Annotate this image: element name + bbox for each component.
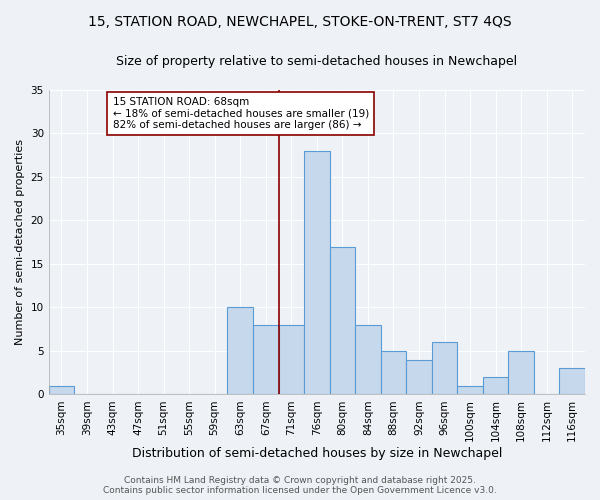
Bar (227, 308, 253, 394)
Y-axis label: Number of semi-detached properties: Number of semi-detached properties (15, 139, 25, 345)
X-axis label: Distribution of semi-detached houses by size in Newchapel: Distribution of semi-detached houses by … (131, 447, 502, 460)
Bar (457, 386, 483, 394)
Text: 15 STATION ROAD: 68sqm
← 18% of semi-detached houses are smaller (19)
82% of sem: 15 STATION ROAD: 68sqm ← 18% of semi-det… (113, 97, 369, 130)
Bar (406, 360, 432, 394)
Text: 15, STATION ROAD, NEWCHAPEL, STOKE-ON-TRENT, ST7 4QS: 15, STATION ROAD, NEWCHAPEL, STOKE-ON-TR… (88, 15, 512, 29)
Bar (432, 342, 457, 394)
Title: Size of property relative to semi-detached houses in Newchapel: Size of property relative to semi-detach… (116, 55, 517, 68)
Bar (483, 377, 508, 394)
Bar (49, 386, 74, 394)
Bar (304, 151, 329, 394)
Bar (253, 325, 278, 394)
Bar (329, 246, 355, 394)
Bar (355, 325, 380, 394)
Bar (380, 351, 406, 395)
Bar (278, 325, 304, 394)
Text: Contains HM Land Registry data © Crown copyright and database right 2025.
Contai: Contains HM Land Registry data © Crown c… (103, 476, 497, 495)
Bar (508, 351, 534, 395)
Bar (559, 368, 585, 394)
